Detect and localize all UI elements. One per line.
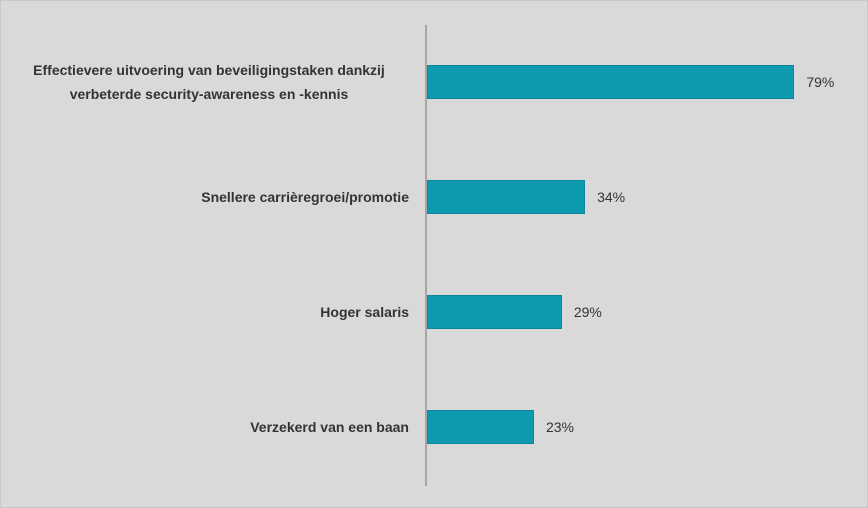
bar (427, 410, 534, 444)
value-label: 79% (806, 74, 835, 90)
value-label: 23% (545, 419, 574, 435)
category-label: Snellere carrièregroei/promotie (201, 189, 409, 205)
bar (427, 295, 562, 329)
value-label: 29% (573, 304, 602, 320)
category-label: Effectievere uitvoering van beveiligings… (33, 62, 385, 102)
value-label: 34% (597, 189, 626, 205)
category-label: Verzekerd van een baan (250, 419, 409, 435)
axis-line (425, 25, 427, 486)
category-label: Hoger salaris (320, 304, 409, 320)
bar (427, 65, 795, 99)
bar (427, 180, 586, 214)
